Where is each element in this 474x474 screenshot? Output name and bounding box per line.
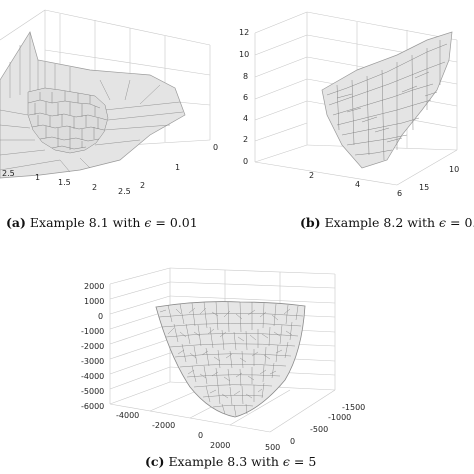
panel-b-example-8-2-plot: 0 2 4 6 8 10 12 2 4 6 15 10 (237, 0, 474, 200)
caption-label: (a) (6, 215, 26, 230)
panel-b-y-ticks: 15 10 (419, 165, 459, 192)
tick-label: -1000 (81, 327, 104, 336)
caption-c: (c) Example 8.3 with ϵ = 5 (145, 454, 316, 469)
tick-label: -4000 (81, 372, 104, 381)
tick-label: 2 (243, 135, 248, 144)
panel-a-svg: 2.5 1 1.5 2 2.5 0 1 2 (0, 9, 218, 196)
tick-label: 15 (419, 183, 429, 192)
tick-label: 2.5 (2, 169, 15, 178)
tick-label: -2000 (81, 342, 104, 351)
panel-c-svg: 2000 1000 0 -1000 -2000 -3000 -4000 -500… (81, 267, 365, 452)
tick-label: 500 (265, 443, 280, 452)
caption-value: = 0.01 (155, 215, 198, 230)
caption-label: (c) (145, 454, 165, 469)
caption-text: Example 8.2 with (324, 215, 436, 230)
tick-label: 1 (35, 173, 40, 182)
tick-label: 0 (98, 312, 103, 321)
tick-label: 6 (243, 93, 248, 102)
panel-a-y-ticks: 0 1 2 (140, 143, 218, 190)
panel-a-x-ticks: 2.5 1 1.5 2 2.5 (2, 169, 131, 196)
caption-symbol: ϵ (282, 454, 290, 469)
tick-label: 8 (243, 72, 248, 81)
tick-label: -500 (310, 425, 328, 434)
panel-b-x-ticks: 2 4 6 (309, 171, 402, 198)
tick-label: -2000 (152, 421, 175, 430)
tick-label: 2000 (84, 282, 104, 291)
tick-label: 12 (239, 28, 249, 37)
tick-label: 4 (243, 114, 248, 123)
tick-label: -3000 (81, 357, 104, 366)
caption-label: (b) (300, 215, 321, 230)
tick-label: 2 (140, 181, 145, 190)
caption-value: = 0.05 (450, 215, 474, 230)
tick-label: 2000 (210, 441, 230, 450)
tick-label: 4 (355, 180, 360, 189)
tick-label: 1 (175, 163, 180, 172)
panel-b-surface (321, 31, 453, 169)
tick-label: -1500 (342, 403, 365, 412)
caption-value: = 5 (293, 454, 317, 469)
panel-c-y-ticks: -1500 -1000 -500 0 500 (265, 403, 365, 452)
panel-c-surface (155, 301, 306, 418)
caption-text: Example 8.3 with (168, 454, 279, 469)
panel-a-surface (0, 31, 186, 179)
tick-label: 10 (449, 165, 459, 174)
tick-label: 6 (397, 189, 402, 198)
tick-label: 0 (213, 143, 218, 152)
panel-c-x-ticks: -4000 -2000 0 2000 (116, 411, 230, 450)
tick-label: 1.5 (58, 178, 71, 187)
tick-label: 0 (243, 157, 248, 166)
caption-text: Example 8.1 with (29, 215, 141, 230)
tick-label: 1000 (84, 297, 104, 306)
tick-label: 2 (309, 171, 314, 180)
tick-label: 0 (290, 437, 295, 446)
tick-label: -6000 (81, 402, 104, 411)
tick-label: 10 (239, 50, 249, 59)
panel-a-example-8-1-plot: 2.5 1 1.5 2 2.5 0 1 2 (0, 0, 237, 200)
caption-a: (a) Example 8.1 with ϵ = 0.01 (6, 215, 198, 230)
caption-b: (b) Example 8.2 with ϵ = 0.05 (300, 215, 474, 230)
caption-symbol: ϵ (144, 215, 152, 230)
tick-label: -4000 (116, 411, 139, 420)
tick-label: -1000 (328, 413, 351, 422)
panel-c-example-8-3-plot: 2000 1000 0 -1000 -2000 -3000 -4000 -500… (60, 262, 430, 452)
panel-b-z-ticks: 0 2 4 6 8 10 12 (239, 28, 249, 166)
caption-symbol: ϵ (439, 215, 447, 230)
panel-b-svg: 0 2 4 6 8 10 12 2 4 6 15 10 (239, 11, 459, 198)
tick-label: 2 (92, 183, 97, 192)
tick-label: 2.5 (118, 187, 131, 196)
panel-c-z-ticks: 2000 1000 0 -1000 -2000 -3000 -4000 -500… (81, 282, 104, 411)
tick-label: -5000 (81, 387, 104, 396)
tick-label: 0 (198, 431, 203, 440)
